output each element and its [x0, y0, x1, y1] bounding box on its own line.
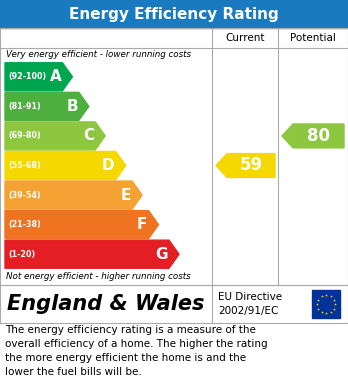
- Text: Potential: Potential: [290, 33, 335, 43]
- Text: (39-54): (39-54): [8, 190, 41, 199]
- Text: F: F: [137, 217, 148, 232]
- Text: EU Directive
2002/91/EC: EU Directive 2002/91/EC: [218, 292, 282, 316]
- Bar: [312, 290, 340, 318]
- Polygon shape: [5, 211, 158, 239]
- Text: Very energy efficient - lower running costs: Very energy efficient - lower running co…: [6, 50, 191, 59]
- Text: (92-100): (92-100): [8, 72, 46, 81]
- Polygon shape: [216, 154, 275, 178]
- Text: The energy efficiency rating is a measure of the
overall efficiency of a home. T: The energy efficiency rating is a measur…: [5, 325, 268, 377]
- Bar: [0, 285, 348, 323]
- Text: 80: 80: [307, 127, 330, 145]
- Polygon shape: [5, 122, 105, 150]
- Text: (69-80): (69-80): [8, 131, 41, 140]
- Polygon shape: [5, 181, 142, 209]
- Polygon shape: [5, 63, 72, 91]
- Text: England & Wales: England & Wales: [7, 294, 204, 314]
- Text: Not energy efficient - higher running costs: Not energy efficient - higher running co…: [6, 272, 191, 281]
- Polygon shape: [5, 240, 179, 268]
- Bar: [0, 28, 348, 285]
- Text: Current: Current: [225, 33, 265, 43]
- Polygon shape: [282, 124, 344, 148]
- Bar: [0, 0, 348, 28]
- Text: B: B: [66, 99, 78, 114]
- Text: (81-91): (81-91): [8, 102, 41, 111]
- Text: E: E: [121, 188, 131, 203]
- Polygon shape: [5, 151, 126, 179]
- Text: D: D: [102, 158, 115, 173]
- Text: (55-68): (55-68): [8, 161, 41, 170]
- Text: (1-20): (1-20): [8, 250, 35, 259]
- Text: Energy Efficiency Rating: Energy Efficiency Rating: [69, 7, 279, 22]
- Polygon shape: [5, 92, 89, 120]
- Text: G: G: [156, 247, 168, 262]
- Text: C: C: [83, 128, 94, 143]
- Text: (21-38): (21-38): [8, 220, 41, 229]
- Text: 59: 59: [239, 156, 262, 174]
- Text: A: A: [50, 69, 61, 84]
